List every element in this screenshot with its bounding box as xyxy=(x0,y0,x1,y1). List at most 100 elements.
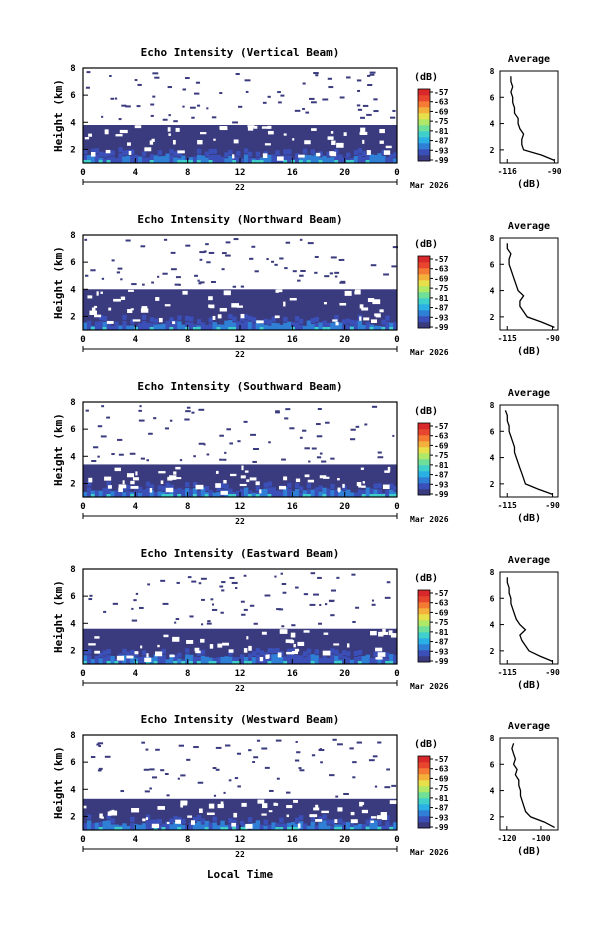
colorbar-unit: (dB) xyxy=(414,239,438,250)
echo-band-cell xyxy=(224,656,229,664)
echo-band-cell xyxy=(361,490,367,497)
echo-band-cell xyxy=(126,657,131,664)
day-label: 22 xyxy=(235,517,245,526)
echo-gap xyxy=(344,290,352,296)
echo-band-cell xyxy=(83,661,88,664)
echo-band-cell xyxy=(228,155,233,163)
echo-band-cell xyxy=(247,661,253,664)
echo-gap xyxy=(283,301,286,307)
echo-gap xyxy=(319,475,327,479)
echo-cell xyxy=(253,756,259,759)
echo-band-cell xyxy=(314,322,319,330)
colorbar-swatch xyxy=(418,786,430,793)
colorbar-swatch xyxy=(418,441,430,448)
echo-gap xyxy=(261,813,267,816)
echo-band-cell xyxy=(381,657,386,664)
echo-band-cell xyxy=(188,160,194,163)
echo-gap xyxy=(262,153,268,158)
echo-band-cell xyxy=(228,488,233,497)
echo-band-cell xyxy=(255,820,261,830)
echo-band-cell xyxy=(122,492,127,497)
profile-x-tick-label: -120 xyxy=(497,834,516,843)
echo-gap xyxy=(94,314,102,318)
echo-cell xyxy=(285,408,291,411)
echo-cell xyxy=(152,72,159,75)
echo-cell xyxy=(182,105,185,108)
date-label: Mar 2026 xyxy=(410,181,449,190)
echo-cell xyxy=(252,460,257,463)
echo-band-cell xyxy=(145,157,151,163)
echo-band-cell xyxy=(322,155,327,163)
colorbar-tick-label: -99 xyxy=(434,823,449,832)
x-tick-label: 20 xyxy=(339,502,350,512)
echo-band-cell xyxy=(232,322,237,330)
echo-band-cell xyxy=(145,481,151,487)
echo-band-cell xyxy=(216,154,221,163)
echo-cell xyxy=(198,582,202,585)
colorbar-tick-label: -99 xyxy=(434,657,449,666)
echo-band-cell xyxy=(110,824,115,830)
echo-band-cell xyxy=(86,649,92,655)
echo-cell xyxy=(315,423,321,426)
echo-band-cell xyxy=(177,321,182,330)
x-tick-label: 8 xyxy=(185,168,190,178)
colorbar-unit: (dB) xyxy=(414,573,438,584)
echo-cell xyxy=(274,575,277,578)
echo-band-cell xyxy=(330,157,335,163)
echo-band-cell xyxy=(330,322,335,330)
echo-gap xyxy=(130,308,134,311)
echo-band-cell xyxy=(188,488,194,497)
echo-band-cell xyxy=(255,320,261,330)
echo-band-cell xyxy=(196,815,202,821)
echo-band-cell xyxy=(243,487,249,497)
echo-cell xyxy=(254,270,259,273)
echo-gap xyxy=(104,129,109,135)
echo-gap xyxy=(381,815,388,820)
echo-band-cell xyxy=(212,661,217,664)
panel-title: Echo Intensity (Southward Beam) xyxy=(137,380,342,393)
echo-band-cell xyxy=(291,321,296,330)
echo-gap xyxy=(175,477,182,480)
echo-gap xyxy=(106,320,114,324)
echo-band-cell xyxy=(200,655,206,664)
echo-band-cell xyxy=(291,654,296,664)
colorbar-tick-label: -87 xyxy=(434,137,449,146)
echo-band-cell xyxy=(298,655,304,664)
echo-band-cell xyxy=(294,322,300,330)
echo-gap xyxy=(115,134,123,137)
echo-band-cell xyxy=(275,654,280,664)
echo-cell xyxy=(211,608,218,611)
echo-band-cell xyxy=(334,148,339,154)
echo-band-cell xyxy=(243,656,249,664)
y-tick-label: 2 xyxy=(70,812,75,822)
colorbar-swatch xyxy=(418,774,430,781)
colorbar-tick-label: -75 xyxy=(434,117,449,126)
echo-gap xyxy=(370,319,378,323)
echo-cell xyxy=(279,257,284,260)
echo-band-cell xyxy=(240,654,245,664)
echo-cell xyxy=(232,121,238,124)
echo-cell xyxy=(384,596,391,599)
echo-band-cell xyxy=(177,315,182,321)
echo-band-cell xyxy=(157,156,162,163)
echo-band-cell xyxy=(287,488,292,497)
echo-band-cell xyxy=(141,489,147,497)
echo-band-cell xyxy=(338,322,343,330)
echo-cell xyxy=(274,263,278,266)
colorbar-swatch xyxy=(418,804,430,811)
echo-cell xyxy=(97,455,100,458)
echo-band-cell xyxy=(212,657,217,664)
echo-gap xyxy=(375,315,381,318)
colorbar-swatch xyxy=(418,256,430,263)
echo-band-cell xyxy=(247,321,253,330)
echo-cell xyxy=(89,594,93,597)
colorbar-swatch xyxy=(418,626,430,633)
profile-y-tick-label: 8 xyxy=(490,234,495,243)
echo-cell xyxy=(201,623,204,626)
echo-cell xyxy=(213,794,217,797)
echo-band-cell xyxy=(228,824,233,830)
echo-gap xyxy=(304,140,311,145)
profile-y-tick-label: 2 xyxy=(490,647,495,656)
echo-gap xyxy=(378,631,384,637)
echo-band-cell xyxy=(102,315,108,321)
